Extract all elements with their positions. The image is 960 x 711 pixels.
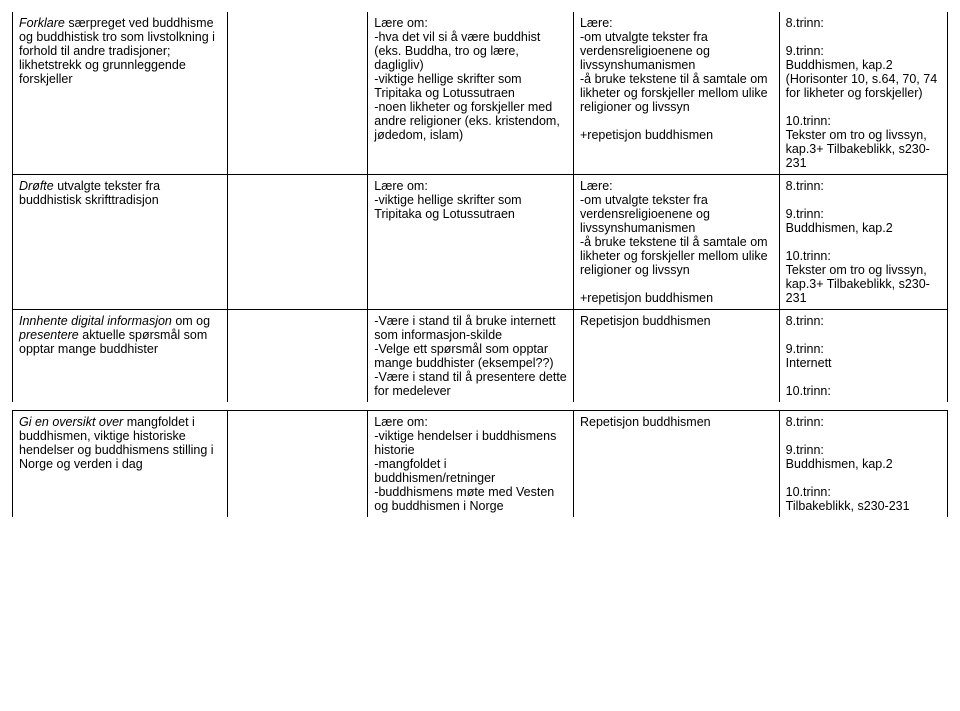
cell-learn: Lære om:-viktige hendelser i buddhismens… bbox=[368, 411, 574, 518]
table-row: Innhente digital informasjon om og prese… bbox=[13, 310, 948, 403]
cell-learn: Lære om:-hva det vil si å være buddhist … bbox=[368, 12, 574, 175]
table-row: Forklare særpreget ved buddhisme og budd… bbox=[13, 12, 948, 175]
cell-blank bbox=[228, 12, 368, 175]
cell-blank bbox=[228, 411, 368, 518]
table-row: Drøfte utvalgte tekster fra buddhistisk … bbox=[13, 175, 948, 310]
cell-goal: Gi en oversikt over mangfoldet i buddhis… bbox=[13, 411, 228, 518]
curriculum-table: Forklare særpreget ved buddhisme og budd… bbox=[12, 12, 948, 402]
cell-learn: -Være i stand til å bruke internett som … bbox=[368, 310, 574, 403]
cell-outcome: Repetisjon buddhismen bbox=[573, 310, 779, 403]
curriculum-table-2: Gi en oversikt over mangfoldet i buddhis… bbox=[12, 410, 948, 517]
cell-refs: 8.trinn:9.trinn:Internett10.trinn: bbox=[779, 310, 947, 403]
cell-refs: 8.trinn:9.trinn:Buddhismen, kap.210.trin… bbox=[779, 175, 947, 310]
cell-learn: Lære om:-viktige hellige skrifter som Tr… bbox=[368, 175, 574, 310]
cell-blank bbox=[228, 310, 368, 403]
table-row: Gi en oversikt over mangfoldet i buddhis… bbox=[13, 411, 948, 518]
cell-goal: Innhente digital informasjon om og prese… bbox=[13, 310, 228, 403]
cell-blank bbox=[228, 175, 368, 310]
cell-refs: 8.trinn:9.trinn:Buddhismen, kap.2 (Horis… bbox=[779, 12, 947, 175]
cell-outcome: Lære:-om utvalgte tekster fra verdensrel… bbox=[573, 175, 779, 310]
cell-outcome: Lære:-om utvalgte tekster fra verdensrel… bbox=[573, 12, 779, 175]
cell-refs: 8.trinn:9.trinn:Buddhismen, kap.210.trin… bbox=[779, 411, 947, 518]
row-gap bbox=[12, 402, 948, 410]
cell-outcome: Repetisjon buddhismen bbox=[573, 411, 779, 518]
cell-goal: Forklare særpreget ved buddhisme og budd… bbox=[13, 12, 228, 175]
cell-goal: Drøfte utvalgte tekster fra buddhistisk … bbox=[13, 175, 228, 310]
